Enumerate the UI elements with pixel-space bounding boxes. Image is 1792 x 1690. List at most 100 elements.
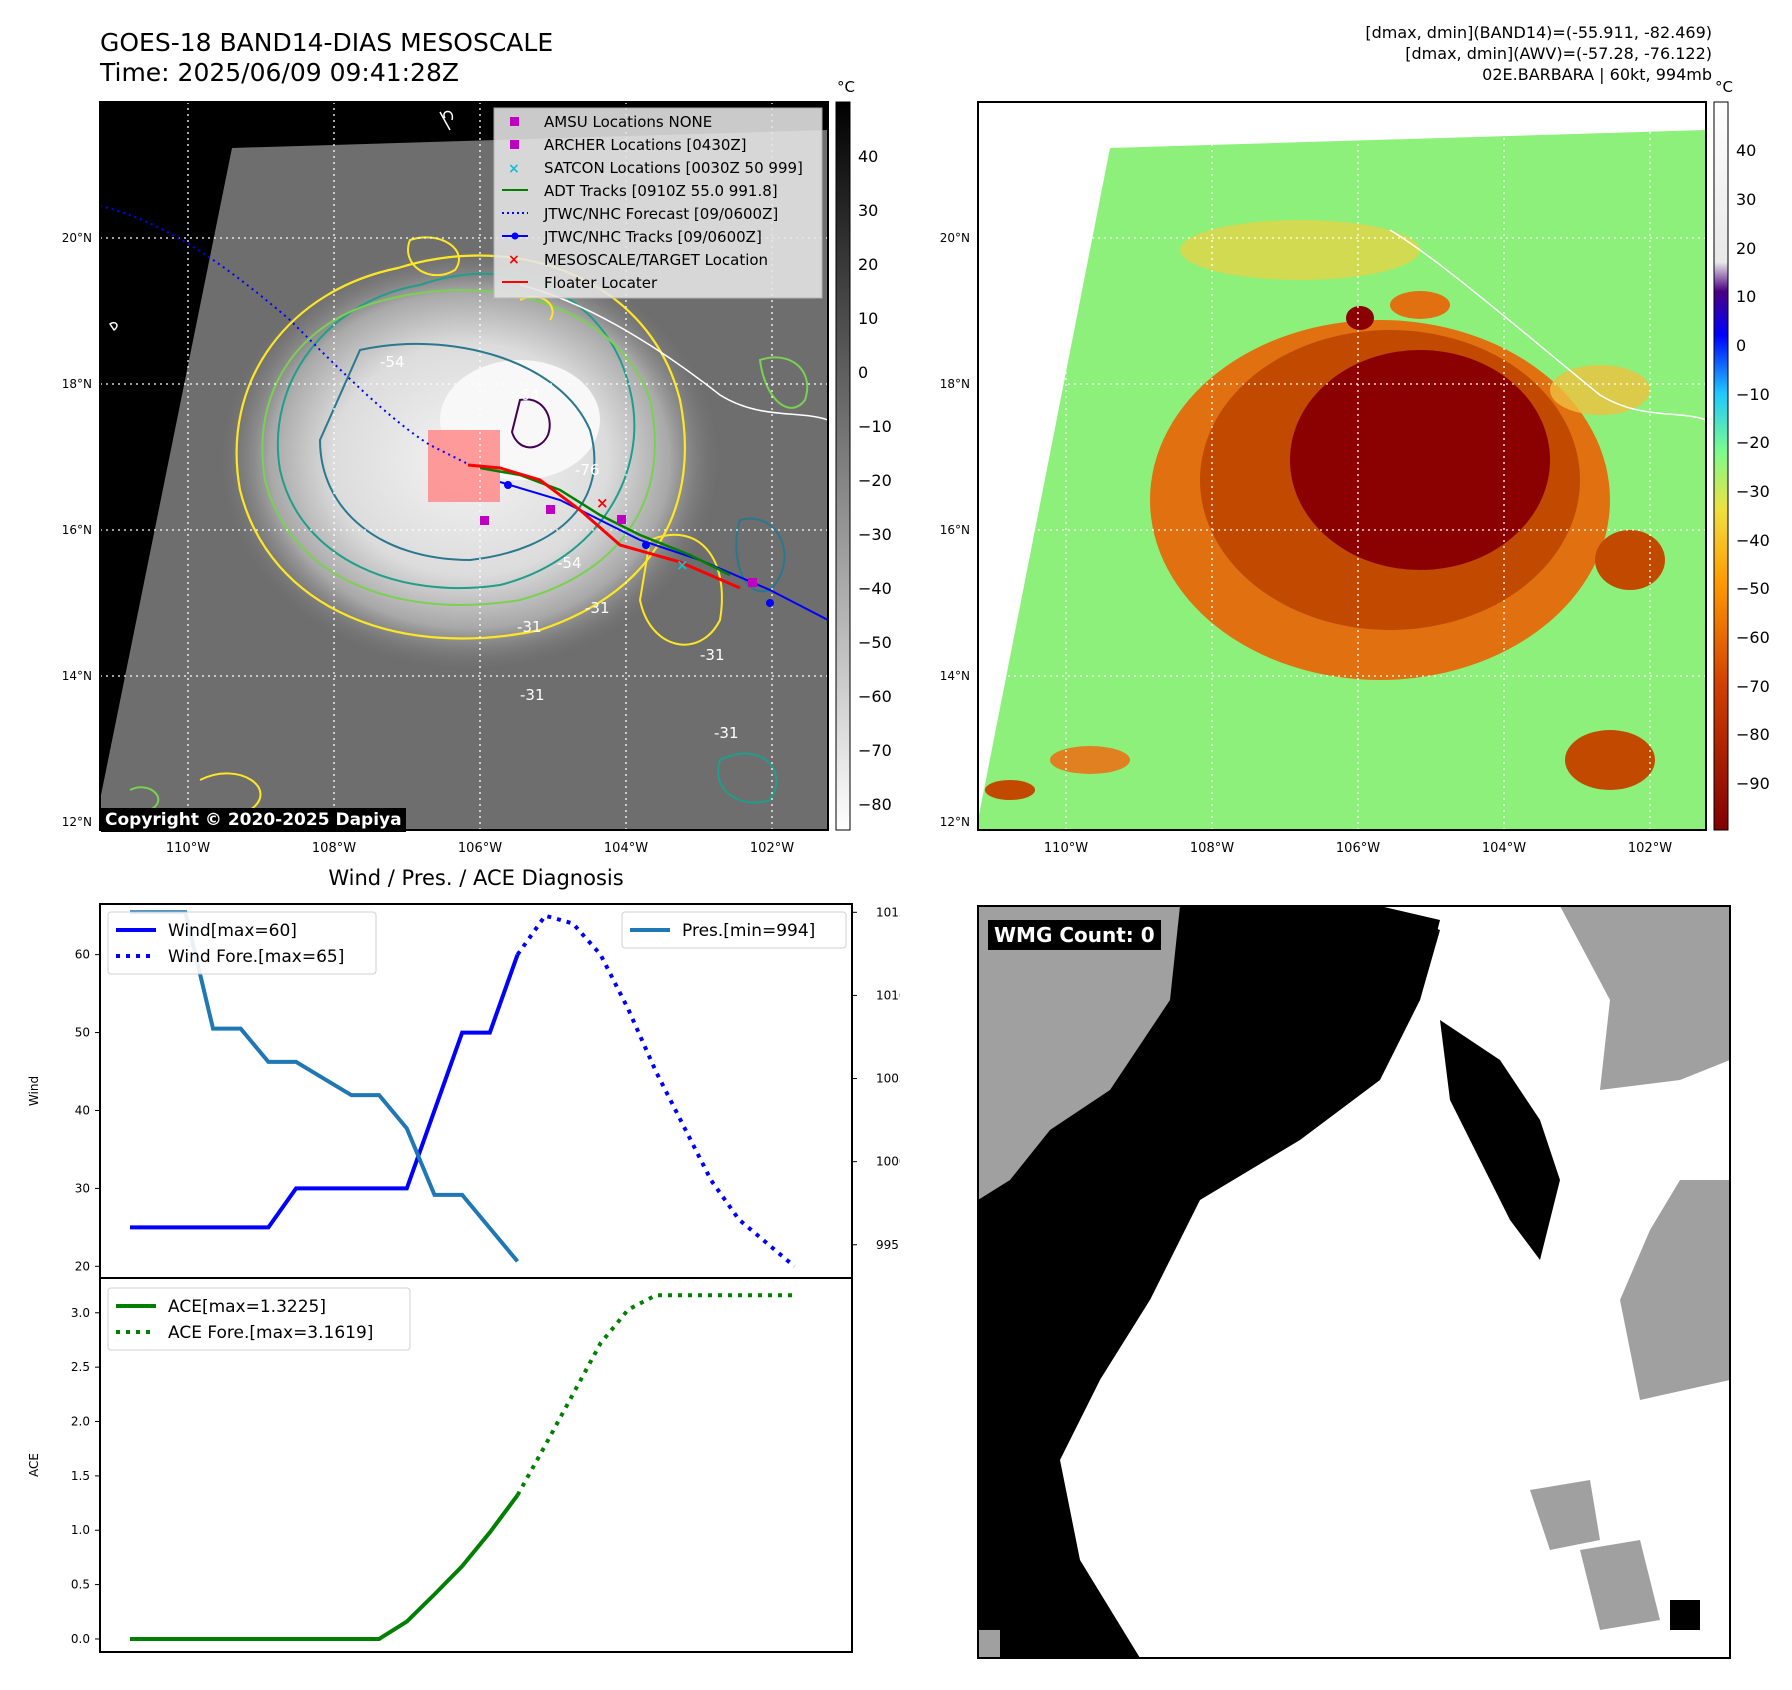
colorbar-tick: −50 <box>1736 579 1770 598</box>
series-line <box>515 1293 795 1497</box>
y-right-tick-label: 995 <box>876 1238 899 1252</box>
contour-label: -31 <box>700 646 725 664</box>
colorbar-tick: 30 <box>858 201 878 220</box>
y-tick-label: 2.5 <box>71 1360 90 1374</box>
map-legend: × × AMSU Locations NONE ARCHER Locations… <box>493 107 823 299</box>
colorbar-tick: 40 <box>858 147 878 166</box>
figure-title: GOES-18 BAND14-DIAS MESOSCALE Time: 2025… <box>100 28 553 88</box>
lon-label: 108°W <box>1190 841 1234 856</box>
y-tick-label: 3.0 <box>71 1306 90 1320</box>
contour-label: -31 <box>714 724 739 742</box>
floater-locater-track <box>467 463 741 590</box>
colorbar-tick: −10 <box>1736 385 1770 404</box>
y-tick-label: 1.5 <box>71 1469 90 1483</box>
svg-text:×: × <box>508 161 520 177</box>
lat-label: 20°N <box>940 231 970 245</box>
diagnosis-chart: 2030405060Wind9951000100510101015Pressur… <box>27 903 900 1653</box>
y-right-tick-label: 1000 <box>876 1155 900 1169</box>
legend-item-jtwc-tracks: JTWC/NHC Tracks [09/0600Z] <box>543 228 762 246</box>
contour-label: -31 <box>520 686 545 704</box>
color-colorbar: °C 40 30 20 10 0 −10 −20 −30 −40 −50 −60… <box>1713 78 1770 831</box>
color-lat-labels: 20°N 18°N 16°N 14°N 12°N <box>940 231 970 829</box>
color-lon-labels: 110°W 108°W 106°W 104°W 102°W <box>1044 841 1672 856</box>
lon-label: 110°W <box>1044 841 1088 856</box>
jtwc-best-track <box>499 481 828 621</box>
copyright-label: Copyright © 2020-2025 Dapiya <box>101 808 406 832</box>
lat-label: 18°N <box>940 377 970 391</box>
series-line <box>130 1493 520 1641</box>
legend-item-satcon: SATCON Locations [0030Z 50 999] <box>544 159 803 177</box>
y-axis-label: ACE <box>27 1453 41 1477</box>
colorbar-tick: −20 <box>1736 433 1770 452</box>
diagnosis-title: Wind / Pres. / ACE Diagnosis <box>328 866 624 890</box>
ir-map-panel: × × -54 -64 -76 -54 -31 -31 -31 -31 -31 … <box>62 78 1770 856</box>
legend-label: Pres.[min=994] <box>682 921 815 941</box>
lon-label: 102°W <box>750 841 794 856</box>
svg-text:×: × <box>596 494 609 512</box>
contour-label: -76 <box>575 461 600 479</box>
lon-label: 104°W <box>604 841 648 856</box>
y-tick-label: 2.0 <box>71 1415 90 1429</box>
lat-label: 16°N <box>62 523 92 537</box>
legend-item-amsu: AMSU Locations NONE <box>544 113 712 131</box>
y-tick-label: 50 <box>75 1026 90 1040</box>
jtwc-forecast-track <box>100 205 471 466</box>
contour-label: -64 <box>515 386 540 404</box>
lon-label: 108°W <box>312 841 356 856</box>
colorbar-tick: −90 <box>1736 774 1770 793</box>
lat-label: 16°N <box>940 523 970 537</box>
colorbar-tick: 20 <box>1736 239 1756 258</box>
colorbar-tick: 20 <box>858 255 878 274</box>
colorbar-tick: −70 <box>858 741 892 760</box>
lat-label: 18°N <box>62 377 92 391</box>
colorbar-tick: −60 <box>858 687 892 706</box>
contour-labels: -54 -64 -76 -54 -31 -31 -31 -31 -31 <box>380 353 739 742</box>
legend-box <box>107 1287 411 1351</box>
lat-label: 20°N <box>62 231 92 245</box>
colorbar-tick: −80 <box>858 795 892 814</box>
contour-label: -31 <box>517 618 542 636</box>
y-tick-label: 1.0 <box>71 1523 90 1537</box>
y-right-tick-label: 1005 <box>876 1072 900 1086</box>
colorbar-tick: −20 <box>858 471 892 490</box>
y-right-tick-label: 1015 <box>876 905 900 919</box>
color-map-image <box>978 102 1706 830</box>
color-gridlines <box>978 102 1706 830</box>
colorbar-tick: −60 <box>1736 628 1770 647</box>
stats-line-2: [dmax, dmin](AWV)=(-57.28, -76.122) <box>1405 44 1712 63</box>
lon-label: 104°W <box>1482 841 1526 856</box>
contour-label: -31 <box>585 599 610 617</box>
axes-frame <box>99 1277 853 1653</box>
stats-block: [dmax, dmin](BAND14)=(-55.911, -82.469) … <box>1365 22 1712 85</box>
y-tick-label: 20 <box>75 1259 90 1273</box>
title-line-1: GOES-18 BAND14-DIAS MESOSCALE <box>100 28 554 57</box>
legend-label: ACE Fore.[max=3.1619] <box>168 1323 373 1343</box>
title-line-2: Time: 2025/06/09 09:41:28Z <box>100 58 459 87</box>
colorbar-tick: −40 <box>858 579 892 598</box>
legend-label: Wind Fore.[max=65] <box>168 947 344 967</box>
series-line <box>515 913 796 1268</box>
lat-label: 14°N <box>940 669 970 683</box>
lon-label: 102°W <box>1628 841 1672 856</box>
y-tick-label: 30 <box>75 1181 90 1195</box>
y-tick-label: 40 <box>75 1103 90 1117</box>
lat-label: 12°N <box>62 815 92 829</box>
colorbar-tick: −10 <box>858 417 892 436</box>
lat-label: 14°N <box>62 669 92 683</box>
lon-label: 106°W <box>1336 841 1380 856</box>
gray-colorbar: °C 40 30 20 10 0 −10 −20 −30 −40 −50 −60… <box>835 78 892 831</box>
colorbar-tick: −30 <box>1736 482 1770 501</box>
ir-lat-labels: 20°N 18°N 16°N 14°N 12°N <box>62 231 92 829</box>
colorbar-unit: °C <box>837 78 855 96</box>
colorbar-tick: −40 <box>1736 531 1770 550</box>
colorbar-tick: 0 <box>1736 336 1746 355</box>
colorbar-tick: 0 <box>858 363 868 382</box>
legend-box <box>107 911 377 975</box>
stats-line-1: [dmax, dmin](BAND14)=(-55.911, -82.469) <box>1365 23 1712 42</box>
legend-item-mesoscale: MESOSCALE/TARGET Location <box>544 251 768 269</box>
colorbar-tick: −30 <box>858 525 892 544</box>
legend-box <box>621 911 847 949</box>
colorbar-tick: 30 <box>1736 190 1756 209</box>
colorbar-unit: °C <box>1715 78 1733 96</box>
legend-label: ACE[max=1.3225] <box>168 1297 326 1317</box>
